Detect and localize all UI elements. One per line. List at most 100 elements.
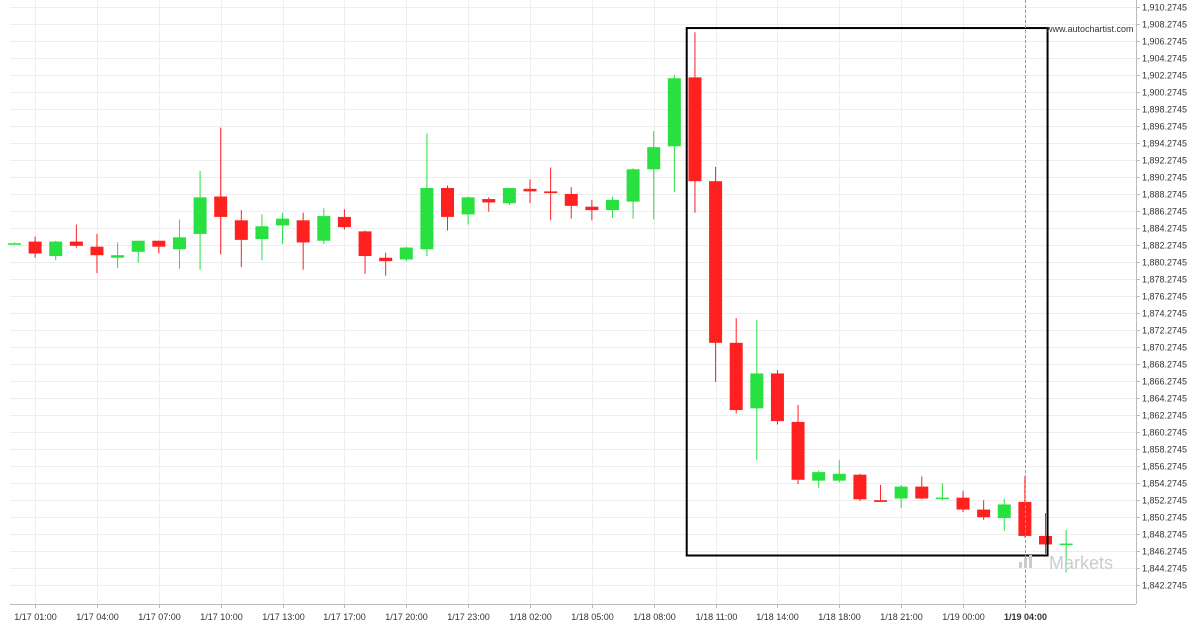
y-tick-label: 1,866.2745 bbox=[1142, 377, 1187, 387]
y-tick-label: 1,872.2745 bbox=[1142, 326, 1187, 336]
y-axis: 1,910.2745 1,908.2745 1,906.2745 1,904.2745… bbox=[1136, 0, 1187, 604]
candle-body bbox=[935, 497, 949, 500]
y-tick-label: 1,848.2745 bbox=[1142, 530, 1187, 540]
pattern-annotations bbox=[685, 0, 1049, 604]
candle-body bbox=[894, 486, 908, 499]
brand-name: Markets bbox=[1049, 553, 1113, 573]
candle-body bbox=[812, 472, 826, 481]
y-tick-label: 1,882.2745 bbox=[1142, 241, 1187, 251]
candle-body bbox=[502, 187, 516, 204]
candle-body bbox=[317, 216, 331, 241]
candle-body bbox=[874, 500, 888, 502]
candle-body bbox=[234, 220, 248, 240]
candle-body bbox=[564, 193, 578, 206]
y-tick-label: 1,846.2745 bbox=[1142, 547, 1187, 557]
x-tick-label: 1/18 14:00 bbox=[756, 612, 799, 622]
candle-body bbox=[28, 241, 42, 254]
candle-body bbox=[276, 218, 290, 226]
candle-body bbox=[420, 187, 434, 250]
brand-logo-bar-2 bbox=[1024, 558, 1027, 568]
candle-body bbox=[915, 486, 929, 499]
y-tick-label: 1,870.2745 bbox=[1142, 343, 1187, 353]
pattern-box bbox=[685, 27, 1049, 557]
candle-body bbox=[49, 241, 63, 257]
y-tick-label: 1,902.2745 bbox=[1142, 71, 1187, 81]
x-tick-label: 1/17 17:00 bbox=[323, 612, 366, 622]
y-tick-label: 1,868.2745 bbox=[1142, 360, 1187, 370]
candle-body bbox=[709, 181, 723, 343]
x-tick-label: 1/19 04:00 bbox=[1004, 612, 1047, 622]
y-tick-label: 1,874.2745 bbox=[1142, 309, 1187, 319]
y-tick-label: 1,860.2745 bbox=[1142, 428, 1187, 438]
y-tick-label: 1,894.2745 bbox=[1142, 139, 1187, 149]
y-tick-label: 1,904.2745 bbox=[1142, 54, 1187, 64]
candle-body bbox=[523, 188, 537, 192]
x-tick-label: 1/17 04:00 bbox=[76, 612, 119, 622]
y-tick-label: 1,890.2745 bbox=[1142, 173, 1187, 183]
y-tick-label: 1,856.2745 bbox=[1142, 462, 1187, 472]
y-tick-label: 1,900.2745 bbox=[1142, 88, 1187, 98]
candle-body bbox=[647, 147, 661, 170]
candle-body bbox=[111, 255, 125, 258]
candle-body bbox=[461, 197, 475, 215]
candle-body bbox=[626, 169, 640, 202]
y-tick-label: 1,910.2745 bbox=[1142, 3, 1187, 13]
candle-body bbox=[8, 243, 21, 245]
candle-body bbox=[131, 240, 145, 252]
candle-body bbox=[399, 247, 413, 260]
y-tick-label: 1,880.2745 bbox=[1142, 258, 1187, 268]
candle-body bbox=[172, 237, 186, 250]
y-tick-label: 1,884.2745 bbox=[1142, 224, 1187, 234]
y-tick-label: 1,852.2745 bbox=[1142, 496, 1187, 506]
candle-body bbox=[770, 373, 784, 422]
candle-body bbox=[379, 257, 393, 262]
candle-body bbox=[853, 474, 867, 500]
grid bbox=[10, 0, 1136, 604]
candle-body bbox=[358, 231, 372, 257]
candle-body bbox=[997, 504, 1011, 519]
y-tick-label: 1,892.2745 bbox=[1142, 156, 1187, 166]
x-tick-label: 1/18 05:00 bbox=[571, 612, 614, 622]
candle-body bbox=[255, 226, 269, 240]
brand-logo-bar-1 bbox=[1019, 562, 1022, 568]
candle-body bbox=[214, 196, 228, 217]
candle-body bbox=[605, 199, 619, 211]
y-tick-label: 1,908.2745 bbox=[1142, 20, 1187, 30]
candle-body bbox=[585, 206, 599, 211]
candles bbox=[8, 32, 1073, 573]
y-tick-label: 1,878.2745 bbox=[1142, 275, 1187, 285]
candle-body bbox=[688, 77, 702, 182]
y-tick-label: 1,858.2745 bbox=[1142, 445, 1187, 455]
candle-body bbox=[1039, 535, 1052, 545]
brand-logo-bar-3 bbox=[1029, 555, 1032, 568]
y-tick-label: 1,886.2745 bbox=[1142, 207, 1187, 217]
candle-body bbox=[1018, 501, 1032, 536]
x-tick-label: 1/17 13:00 bbox=[262, 612, 305, 622]
candle-body bbox=[977, 509, 991, 518]
candle-body bbox=[956, 497, 970, 510]
candle-body bbox=[729, 342, 743, 411]
x-tick-label: 1/17 07:00 bbox=[138, 612, 181, 622]
y-tick-label: 1,906.2745 bbox=[1142, 37, 1187, 47]
x-tick-label: 1/17 23:00 bbox=[447, 612, 490, 622]
brand-logo: Markets bbox=[1019, 553, 1113, 573]
candle-body bbox=[667, 78, 681, 147]
y-tick-label: 1,888.2745 bbox=[1142, 190, 1187, 200]
y-tick-label: 1,876.2745 bbox=[1142, 292, 1187, 302]
watermark-text: www.autochartist.com bbox=[1045, 24, 1134, 34]
x-tick-label: 1/17 01:00 bbox=[14, 612, 57, 622]
candle-body bbox=[791, 421, 805, 480]
candle-body bbox=[482, 199, 496, 203]
x-tick-label: 1/18 02:00 bbox=[509, 612, 552, 622]
y-tick-label: 1,862.2745 bbox=[1142, 411, 1187, 421]
x-tick-label: 1/18 11:00 bbox=[696, 612, 738, 622]
candle-body bbox=[750, 373, 764, 409]
candle-body bbox=[1059, 543, 1073, 546]
x-tick-label: 1/18 21:00 bbox=[880, 612, 923, 622]
candle-body bbox=[832, 473, 846, 481]
y-tick-label: 1,854.2745 bbox=[1142, 479, 1187, 489]
candle-body bbox=[69, 241, 83, 246]
x-tick-label: 1/18 18:00 bbox=[818, 612, 861, 622]
